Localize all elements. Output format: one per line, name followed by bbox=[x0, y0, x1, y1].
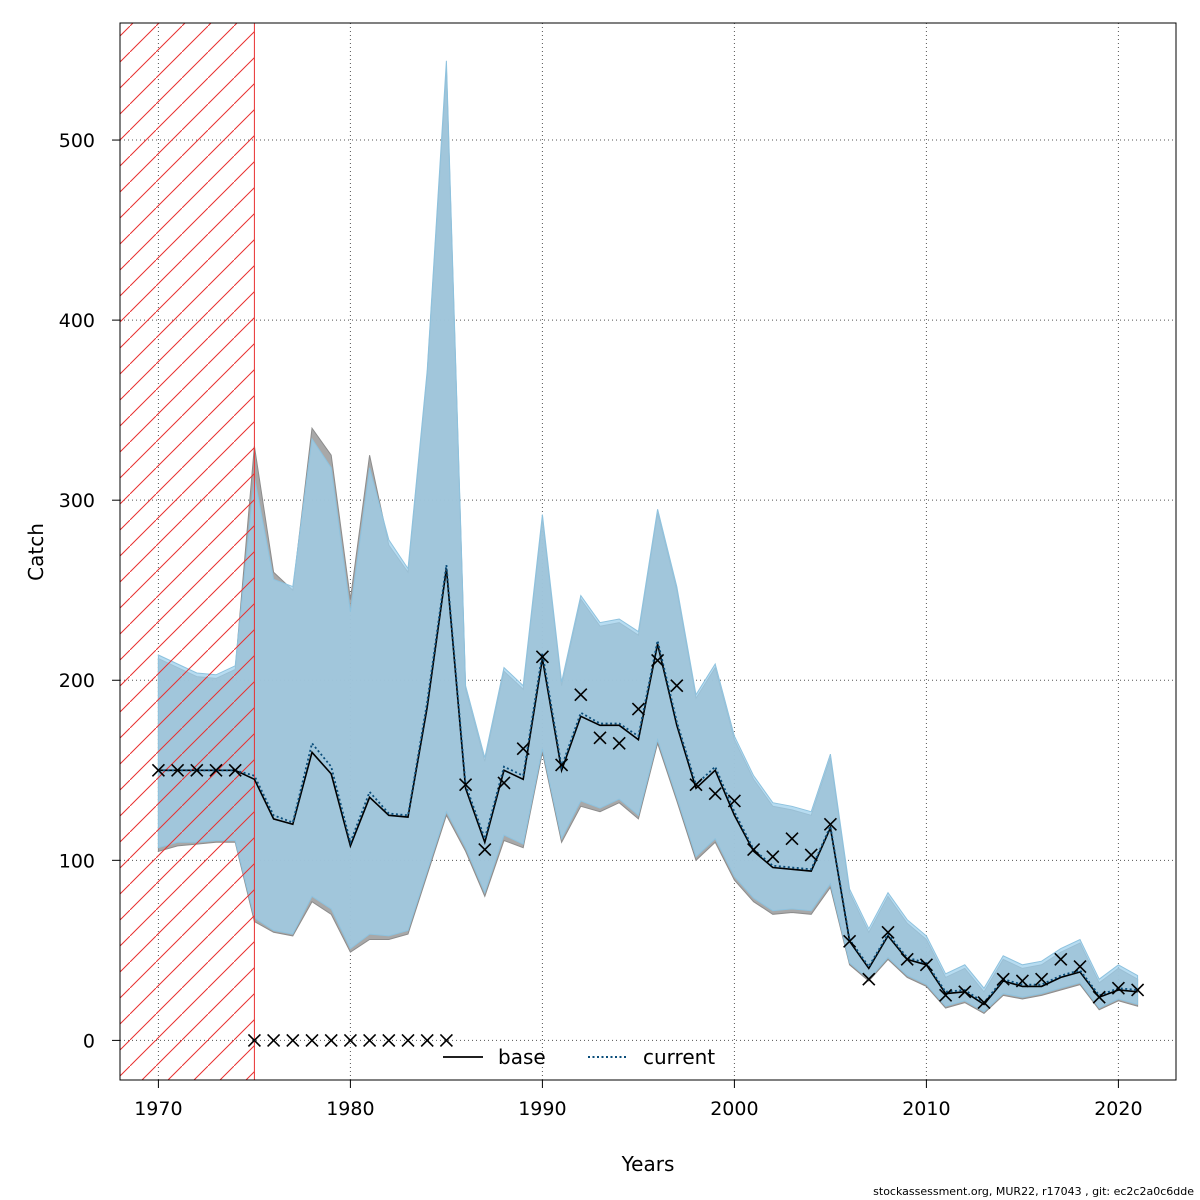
series-lines bbox=[158, 564, 1138, 1006]
x-tick-label: 2010 bbox=[902, 1098, 950, 1120]
observed-point bbox=[919, 958, 933, 972]
x-tick-label: 2020 bbox=[1094, 1098, 1142, 1120]
observed-point bbox=[727, 794, 741, 808]
observed-point bbox=[267, 1033, 281, 1047]
y-tick-label: 100 bbox=[59, 850, 95, 872]
plot-frame bbox=[119, 22, 1177, 1081]
observed-markers bbox=[151, 650, 1145, 1047]
observed-point bbox=[804, 848, 818, 862]
legend-label: base bbox=[498, 1045, 546, 1069]
confidence-bands bbox=[157, 60, 1139, 1015]
observed-point bbox=[286, 1033, 300, 1047]
legend: base current bbox=[443, 1045, 715, 1069]
observed-point bbox=[1015, 974, 1029, 988]
footer-credit: stockassessment.org, MUR22, r17043 , git… bbox=[873, 1185, 1194, 1198]
x-tick-label: 1990 bbox=[518, 1098, 566, 1120]
legend-label: current bbox=[643, 1045, 715, 1069]
y-tick-label: 0 bbox=[83, 1030, 95, 1052]
observed-point bbox=[689, 778, 703, 792]
observed-point bbox=[977, 996, 991, 1010]
observed-point bbox=[785, 832, 799, 846]
observed-point bbox=[843, 934, 857, 948]
y-axis-title: Catch bbox=[24, 523, 48, 581]
y-tick-label: 500 bbox=[59, 130, 95, 152]
observed-point bbox=[612, 736, 626, 750]
observed-point bbox=[363, 1033, 377, 1047]
observed-point bbox=[420, 1033, 434, 1047]
line-current bbox=[158, 564, 1138, 1004]
observed-point bbox=[593, 731, 607, 745]
observed-point bbox=[862, 972, 876, 986]
observed-point bbox=[766, 850, 780, 864]
observed-point bbox=[459, 778, 473, 792]
observed-point bbox=[631, 702, 645, 716]
legend-item-current: current bbox=[588, 1045, 715, 1069]
observed-point bbox=[247, 1033, 261, 1047]
observed-point bbox=[651, 653, 665, 668]
observed-point bbox=[1111, 981, 1125, 995]
observed-point bbox=[516, 742, 530, 756]
y-tick-label: 400 bbox=[59, 310, 95, 332]
observed-point bbox=[881, 925, 895, 939]
observed-point bbox=[939, 988, 953, 1002]
legend-item-base: base bbox=[443, 1045, 546, 1069]
x-tick-label: 1970 bbox=[134, 1098, 182, 1120]
x-axis-title: Years bbox=[621, 1152, 675, 1176]
observed-point bbox=[958, 985, 972, 999]
observed-point bbox=[343, 1033, 357, 1047]
observed-point bbox=[535, 650, 549, 664]
x-tick-label: 1980 bbox=[326, 1098, 374, 1120]
observed-point bbox=[190, 763, 204, 777]
observed-point bbox=[555, 758, 569, 772]
observed-point bbox=[439, 1033, 453, 1047]
observed-point bbox=[401, 1033, 415, 1047]
hatch-rect bbox=[120, 23, 255, 1080]
axes: 1970 1980 1990 2000 2010 2020 0 100 200 300 400 500 bbox=[59, 130, 1143, 1120]
observed-point bbox=[382, 1033, 396, 1047]
observed-point bbox=[900, 952, 914, 966]
observed-point bbox=[1054, 952, 1068, 966]
observed-point bbox=[670, 679, 684, 693]
observed-point bbox=[574, 688, 588, 702]
observed-point bbox=[324, 1033, 338, 1047]
observed-point bbox=[1035, 972, 1049, 986]
observed-point bbox=[1092, 990, 1106, 1004]
observed-point bbox=[305, 1033, 319, 1047]
y-tick-label: 200 bbox=[59, 670, 95, 692]
observed-point bbox=[708, 787, 722, 801]
observed-point bbox=[478, 842, 492, 857]
y-tick-label: 300 bbox=[59, 490, 95, 512]
band-current bbox=[157, 60, 1139, 1013]
observed-point bbox=[209, 763, 223, 777]
observed-point bbox=[497, 776, 511, 790]
observed-point bbox=[151, 763, 165, 777]
observed-point bbox=[1131, 983, 1145, 997]
x-tick-label: 2000 bbox=[710, 1098, 758, 1120]
observed-point bbox=[171, 763, 185, 777]
observed-point bbox=[747, 842, 761, 857]
observed-point bbox=[228, 763, 242, 777]
observed-point bbox=[996, 972, 1010, 986]
hatched-region bbox=[120, 23, 255, 1080]
observed-point bbox=[823, 817, 837, 831]
observed-point bbox=[1073, 959, 1087, 974]
